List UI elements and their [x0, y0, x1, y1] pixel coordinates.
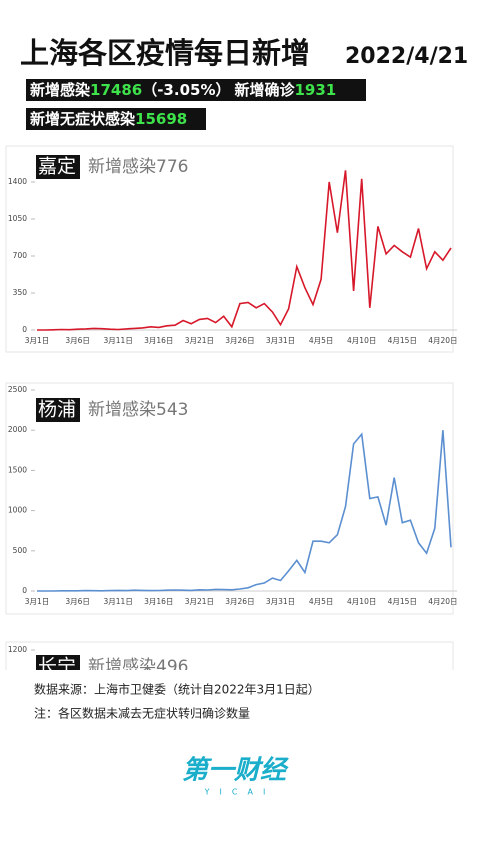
stat-line: 新增感染17486（-3.05%） 新增确诊1931: [30, 81, 336, 99]
y-tick-label: 350: [13, 288, 28, 297]
stat-change: （-3.05%）: [142, 81, 230, 99]
district-box: [36, 398, 80, 422]
stat-value: 1931: [294, 81, 336, 99]
x-tick-label: 4月15日: [388, 597, 417, 606]
logo-sub: YICAI: [204, 788, 276, 797]
x-tick-label: 3月16日: [144, 336, 173, 345]
stat-value: 17486: [90, 81, 142, 99]
y-tick-label: 2500: [8, 385, 27, 394]
y-tick-label: 500: [13, 546, 28, 555]
x-tick-label: 4月20日: [428, 597, 457, 606]
x-tick-label: 4月15日: [388, 336, 417, 345]
y-tick-label: 1050: [8, 214, 27, 223]
stat-label: 新增感染: [30, 81, 91, 99]
district-box: [36, 155, 80, 179]
x-tick-label: 3月6日: [65, 597, 90, 606]
x-tick-label: 4月5日: [309, 597, 334, 606]
y-tick-label: 0: [22, 325, 27, 334]
chart: 嘉定 新增感染776 0 350 700 1050 1400 3月1日 3月6日 3月11日 3月1…: [5, 145, 458, 353]
stat-bar: [26, 79, 366, 101]
x-tick-label: 3月31日: [266, 336, 295, 345]
chart: 杨浦 新增感染543 0 500 1000 1500 2000 2500 3月1日 3月6日 3月1…: [5, 382, 458, 615]
x-tick-label: 3月21日: [185, 336, 214, 345]
stat-line: 新增无症状感染15698: [30, 110, 187, 128]
district-label: 杨浦: [38, 399, 76, 421]
chart-subtitle: 新增感染543: [88, 400, 188, 420]
x-tick-label: 3月11日: [104, 597, 133, 606]
x-tick-label: 4月5日: [309, 336, 334, 345]
y-tick-label: 1000: [8, 506, 27, 515]
x-tick-label: 3月11日: [104, 336, 133, 345]
x-tick-label: 4月10日: [347, 597, 376, 606]
logo: 第一财经: [182, 756, 289, 786]
y-tick-label: 700: [13, 251, 28, 260]
chart-subtitle: 新增感染496: [88, 657, 188, 677]
source: 数据来源：上海市卫健委（统计自2022年3月1日起）: [34, 682, 320, 697]
stat-label: 新增无症状感染: [30, 110, 136, 128]
x-tick-label: 3月16日: [144, 597, 173, 606]
stat-value: 15698: [135, 110, 187, 128]
x-tick-label: 3月6日: [65, 336, 90, 345]
y-tick-label: 1500: [8, 465, 27, 474]
x-tick-label: 3月26日: [225, 597, 254, 606]
line-series: [37, 170, 452, 331]
x-tick-label: 3月1日: [25, 336, 50, 345]
y-tick-label: 2000: [8, 425, 27, 434]
y-tick-label: 0: [22, 586, 27, 595]
x-tick-label: 4月10日: [347, 336, 376, 345]
x-tick-label: 4月20日: [428, 336, 457, 345]
note: 注：各区数据未减去无症状转归确诊数量: [34, 706, 250, 721]
y-tick-label: 1200: [8, 645, 27, 654]
x-tick-label: 3月21日: [185, 597, 214, 606]
panel: [5, 145, 454, 353]
line-series: [37, 430, 452, 592]
chart: 长宁 新增感染496 1200: [5, 641, 454, 678]
stat-bar: [26, 108, 206, 130]
district-label: 长宁: [38, 656, 76, 678]
district-box: [36, 655, 80, 670]
stat-label: 新增确诊: [234, 81, 295, 99]
date: 2022/4/21: [345, 44, 468, 69]
x-tick-label: 3月26日: [225, 336, 254, 345]
panel: [5, 641, 454, 670]
district-label: 嘉定: [38, 156, 76, 178]
y-tick-label: 1400: [8, 177, 27, 186]
chart-subtitle: 新增感染776: [88, 157, 188, 177]
x-tick-label: 3月31日: [266, 597, 295, 606]
x-tick-label: 3月1日: [25, 597, 50, 606]
title: 上海各区疫情每日新增: [20, 36, 310, 70]
